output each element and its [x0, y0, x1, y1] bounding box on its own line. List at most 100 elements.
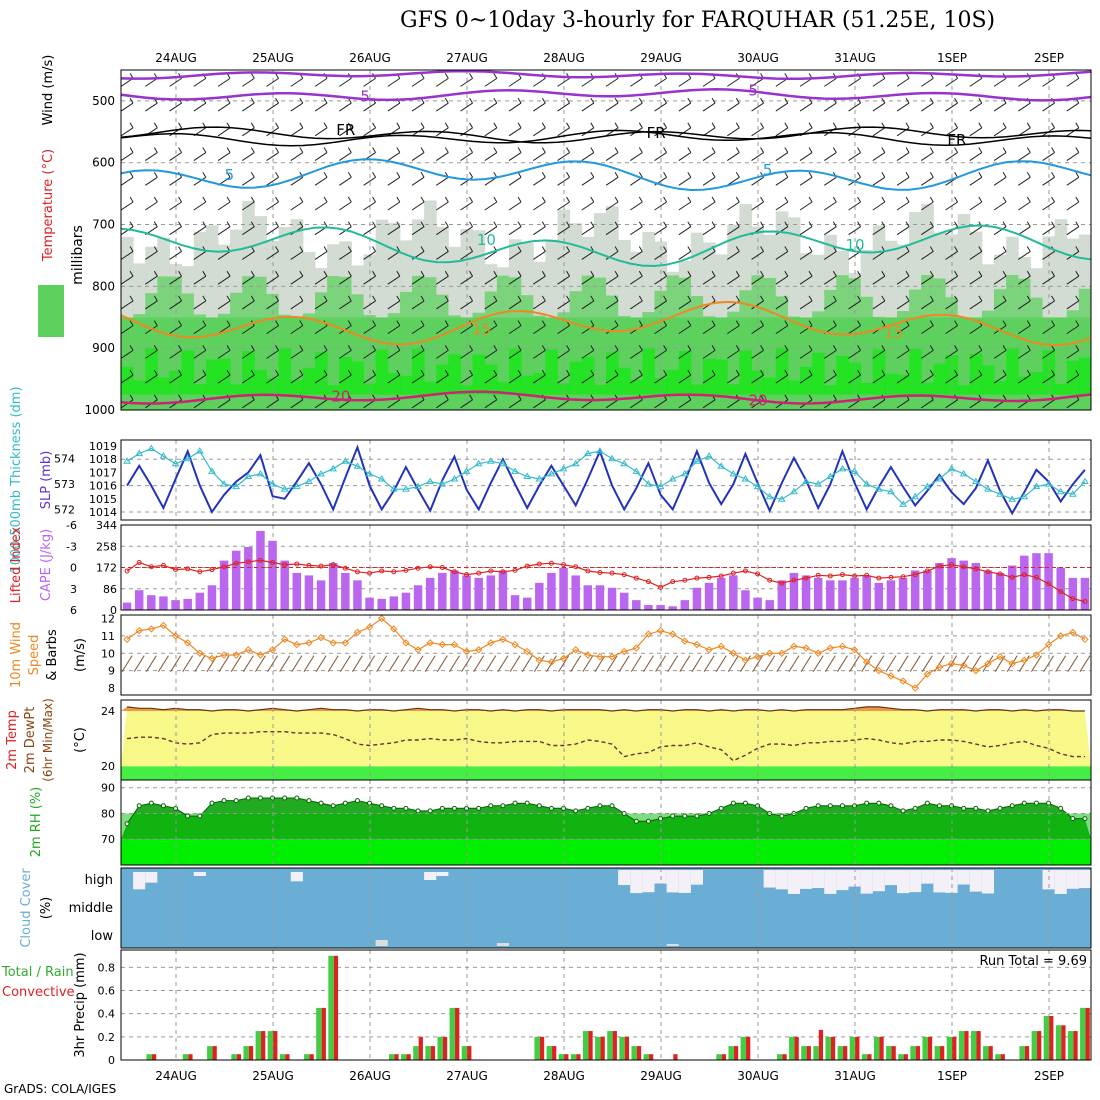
- rh-fill-upper: [496, 275, 510, 336]
- wind-barb: [678, 201, 692, 211]
- wind-barb: [533, 152, 546, 161]
- precip-conv-bar: [1073, 1031, 1078, 1060]
- wind-barb: [217, 300, 231, 310]
- wind-barb: [226, 369, 231, 376]
- wind-barb: [929, 172, 934, 178]
- rh-marker: [779, 813, 785, 819]
- lifted-marker: [1082, 599, 1088, 604]
- cape-bar: [486, 575, 496, 610]
- precip-total-bar: [401, 1054, 407, 1060]
- precip-total-bar: [316, 1007, 322, 1060]
- wind-barb: [993, 349, 1007, 359]
- wind-barb: [460, 399, 473, 409]
- thickness-marker: [280, 485, 289, 492]
- rh-fill-bright: [1054, 383, 1068, 395]
- thickness-marker: [535, 475, 544, 482]
- wind-barb: [654, 251, 667, 260]
- cloud-high-bar: [872, 870, 885, 892]
- precip-conv-bar: [806, 1046, 811, 1060]
- wind-barb: [444, 369, 449, 376]
- wind-barb: [881, 295, 886, 302]
- wind-barb: [1026, 221, 1031, 227]
- wind-barb: [1066, 152, 1080, 161]
- rh-band-low: [121, 839, 1091, 865]
- wind-barb: [751, 300, 764, 310]
- lifted-marker: [379, 568, 385, 574]
- rh-fill-upper: [351, 294, 364, 336]
- rh-fill-upper: [824, 289, 837, 336]
- wind-barb: [436, 374, 449, 384]
- wind-barb: [517, 320, 522, 326]
- wind-barb: [436, 226, 449, 236]
- wind-barb: [760, 97, 764, 104]
- wind-barb: [411, 102, 425, 112]
- wind-barb: [566, 369, 570, 376]
- rh-fill-mid: [618, 239, 631, 318]
- date-label-bottom: 1SEP: [937, 1069, 967, 1083]
- lifted-marker: [1033, 574, 1039, 580]
- lifted-tick: 0: [70, 562, 77, 575]
- wind-barb: [129, 369, 134, 376]
- lifted-marker: [815, 572, 821, 578]
- rh-fill-upper: [909, 289, 922, 336]
- wind-barb: [347, 246, 352, 252]
- date-label-bottom: 31AUG: [834, 1069, 876, 1083]
- cape-bar: [353, 580, 362, 610]
- rh-fill-bright: [181, 350, 195, 395]
- wind-speed-marker: [1044, 640, 1053, 649]
- wind-barb-10m: [776, 655, 788, 672]
- thickness-marker: [1020, 492, 1029, 500]
- wind-barb: [1002, 369, 1007, 376]
- thickness-marker: [911, 492, 920, 500]
- wind-barb: [711, 172, 716, 178]
- wind-barb: [1042, 102, 1055, 112]
- wind-barb: [896, 251, 910, 260]
- cape-bar: [801, 575, 811, 610]
- wind-barb: [275, 295, 279, 302]
- wind-barb: [193, 300, 207, 310]
- wind-tick: 9: [108, 665, 115, 678]
- wind-barb: [120, 102, 134, 112]
- date-label-bottom: 26AUG: [349, 1069, 391, 1083]
- precip-conv-bar: [988, 1046, 993, 1060]
- cape-bar: [244, 546, 253, 610]
- wind-barb: [363, 226, 376, 236]
- cape-tick: 86: [103, 583, 117, 596]
- slp-line: [126, 444, 1086, 516]
- rh-marker: [294, 795, 300, 801]
- wind-barb: [242, 176, 255, 186]
- wind-barb: [945, 399, 958, 409]
- wind-barb: [363, 102, 376, 112]
- wind-barb-10m: [473, 655, 485, 672]
- cloud-high-bar: [763, 870, 776, 888]
- wind-barb: [266, 201, 279, 211]
- rh-fill-mid: [545, 239, 558, 318]
- contour-label: 5: [763, 161, 773, 179]
- wind-barb: [905, 221, 910, 227]
- date-label-top: 29AUG: [640, 51, 682, 65]
- wind-barb: [420, 246, 425, 252]
- wind-barb: [1026, 295, 1031, 302]
- wind-barb: [363, 176, 376, 186]
- precip-total-bar: [437, 1036, 443, 1060]
- panel-frame: [120, 524, 1092, 611]
- rh-fill-bright: [145, 348, 158, 395]
- wind-barb: [687, 221, 692, 227]
- wind-barb: [638, 295, 643, 302]
- wind-speed-marker: [196, 649, 204, 657]
- lifted-marker: [755, 571, 761, 577]
- wind-barb: [896, 152, 910, 161]
- lifted-marker: [173, 567, 179, 573]
- slp-label: SLP (mb): [39, 451, 54, 510]
- wind-barb: [444, 196, 449, 203]
- precip-total-bar: [946, 1036, 953, 1060]
- wind-barb: [299, 196, 304, 203]
- wind-barb: [848, 275, 861, 285]
- lifted-tick: 6: [70, 604, 77, 617]
- wind-barb: [614, 147, 619, 153]
- wind-barb: [266, 325, 279, 335]
- wind-barb: [969, 127, 983, 137]
- wind-barb: [493, 320, 498, 326]
- precip-conv-bar: [406, 1054, 411, 1060]
- rh-marker: [827, 803, 833, 809]
